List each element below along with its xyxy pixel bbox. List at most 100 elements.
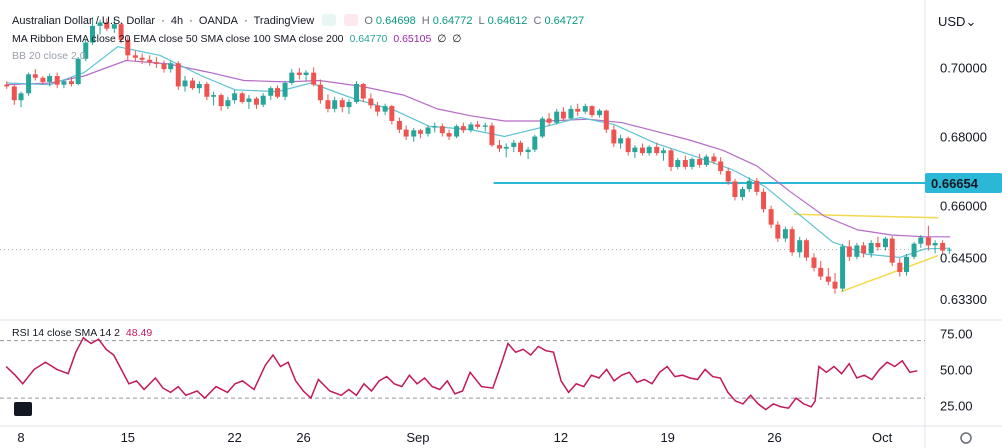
horizontal-level-tag xyxy=(925,173,1002,194)
candle-down xyxy=(518,142,524,153)
candle-up xyxy=(168,63,174,70)
candle-up xyxy=(454,126,460,137)
candle-down xyxy=(682,160,688,167)
bb-legend[interactable]: BB 20 close 2 0 xyxy=(12,50,89,62)
candle-up xyxy=(703,156,709,165)
candle-down xyxy=(11,86,17,101)
candle-down xyxy=(768,209,774,225)
ma-value-ema20: 0.64770 xyxy=(349,33,388,45)
candle-down xyxy=(611,129,617,144)
ma-value-sma100: ∅ xyxy=(437,33,447,45)
candle-up xyxy=(868,242,874,254)
candle-down xyxy=(818,267,824,277)
candle-down xyxy=(489,125,495,146)
candle-up xyxy=(918,237,924,244)
candle-down xyxy=(718,161,724,172)
rsi-tick-label: 75.00 xyxy=(940,326,973,341)
candle-up xyxy=(582,106,588,112)
candle-down xyxy=(296,72,302,76)
candle-up xyxy=(432,126,438,128)
time-tick-label: 15 xyxy=(121,430,135,445)
candle-down xyxy=(697,159,703,165)
triangle-upper-line xyxy=(793,213,939,219)
candle-down xyxy=(668,150,674,167)
symbol-legend[interactable]: Australian Dollar / U.S. Dollar · 4h · O… xyxy=(12,14,585,27)
currency-selector[interactable]: USD⌄ xyxy=(938,14,976,29)
ma-ribbon-legend[interactable]: MA Ribbon EMA close 20 EMA close 50 SMA … xyxy=(12,33,464,45)
time-tick-label: 8 xyxy=(17,430,24,445)
ma-value-ema50: 0.65105 xyxy=(393,33,432,45)
candle-up xyxy=(111,24,117,29)
candle-up xyxy=(382,106,388,112)
candle-up xyxy=(75,58,81,84)
candle-up xyxy=(840,246,846,289)
close-value: 0.64727 xyxy=(544,15,585,27)
rsi-legend[interactable]: RSI 14 close SMA 14 2 48.49 xyxy=(12,327,155,339)
triangle-lower-line xyxy=(840,254,939,293)
candle-up xyxy=(511,142,517,147)
candle-down xyxy=(104,22,110,29)
candle-up xyxy=(346,101,352,108)
open-label: O xyxy=(364,15,373,27)
tradingview-logo-icon xyxy=(14,402,32,416)
ma-value-sma200: ∅ xyxy=(452,33,462,45)
open-value: 0.64698 xyxy=(375,15,416,27)
candle-up xyxy=(211,95,217,97)
candle-down xyxy=(497,145,502,149)
price-tick-label: 0.70000 xyxy=(940,60,987,75)
candle-down xyxy=(940,242,946,251)
settings-gear-icon[interactable] xyxy=(960,432,972,444)
candle-up xyxy=(468,124,474,131)
candle-up xyxy=(83,42,89,59)
candle-up xyxy=(303,72,309,76)
rsi-tick-label: 50.00 xyxy=(940,362,973,377)
candle-down xyxy=(389,106,395,121)
candle-up xyxy=(911,243,917,257)
candle-up xyxy=(746,180,752,190)
market-status-icon[interactable] xyxy=(322,14,337,26)
candle-up xyxy=(26,74,32,94)
time-tick-label: 26 xyxy=(296,430,310,445)
compare-icon[interactable] xyxy=(344,14,359,26)
candle-down xyxy=(375,105,381,112)
candle-down xyxy=(32,74,38,78)
ma-ribbon-label: MA Ribbon EMA close 20 EMA close 50 SMA … xyxy=(12,33,344,45)
candle-down xyxy=(118,24,124,40)
candle-up xyxy=(196,83,202,89)
time-tick-label: Oct xyxy=(872,430,893,445)
rsi-tick-label: 25.00 xyxy=(940,398,973,413)
interval-label[interactable]: 4h xyxy=(170,15,184,27)
candle-up xyxy=(539,118,545,137)
candle-up xyxy=(618,138,624,144)
time-tick-label: Sep xyxy=(406,430,429,445)
candle-down xyxy=(654,146,660,154)
candle-up xyxy=(554,111,560,123)
candle-down xyxy=(175,63,181,87)
price-tick-label: 0.66000 xyxy=(940,199,987,214)
candle-down xyxy=(546,118,552,123)
price-tick-label: 0.64500 xyxy=(940,251,987,266)
candle-down xyxy=(789,229,795,253)
candle-down xyxy=(775,224,781,239)
candle-up xyxy=(354,83,360,102)
candle-up xyxy=(182,80,188,87)
rsi-label: RSI 14 close SMA 14 2 xyxy=(12,327,120,339)
candle-up xyxy=(246,98,252,102)
candle-down xyxy=(161,63,167,70)
candle-up xyxy=(525,149,531,153)
candle-up xyxy=(646,146,652,154)
close-label: C xyxy=(533,15,542,27)
candle-up xyxy=(97,22,103,26)
high-value: 0.64772 xyxy=(432,15,473,27)
candle-down xyxy=(403,129,409,137)
ema20-line xyxy=(6,46,951,259)
candle-down xyxy=(754,180,760,192)
candle-up xyxy=(90,25,95,43)
candle-down xyxy=(832,281,838,289)
candle-down xyxy=(560,111,566,119)
candle-down xyxy=(139,57,145,60)
candle-up xyxy=(503,146,509,149)
time-tick-label: 26 xyxy=(767,430,781,445)
